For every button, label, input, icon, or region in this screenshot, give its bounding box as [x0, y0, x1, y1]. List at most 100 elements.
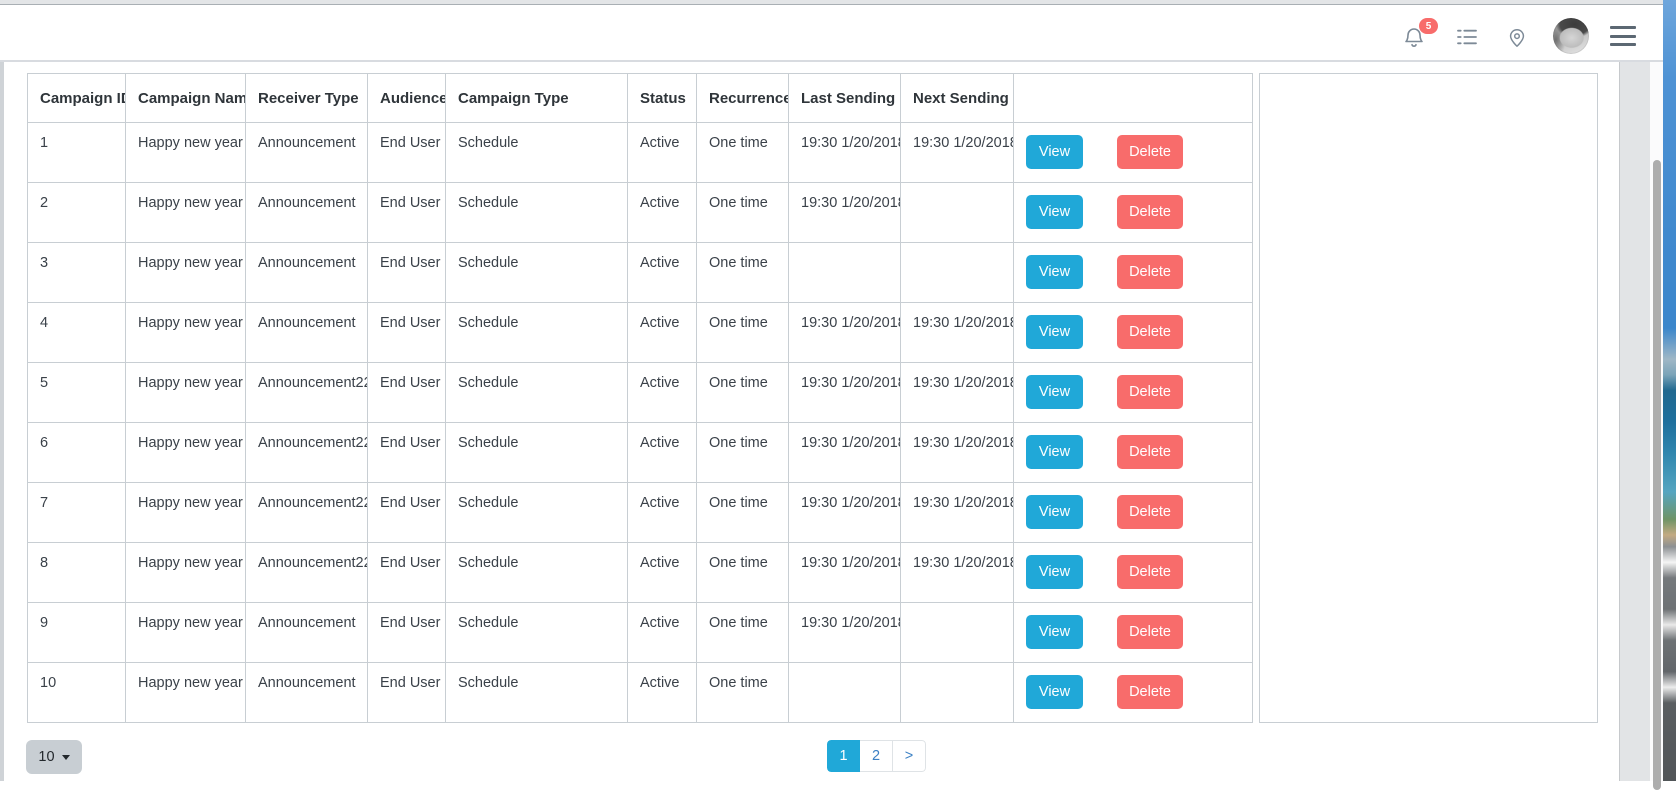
page-button-2[interactable]: 2 — [860, 740, 893, 772]
cell-campaign-id: 10 — [27, 662, 126, 723]
page-size-dropdown[interactable]: 10 — [26, 740, 82, 774]
view-button[interactable]: View — [1026, 375, 1083, 409]
cell-campaign-name: Happy new year — [125, 482, 246, 543]
cell-campaign-id: 5 — [27, 362, 126, 423]
scrollbar-track — [1650, 62, 1663, 790]
view-button[interactable]: View — [1026, 195, 1083, 229]
cell-audience: End User — [367, 602, 446, 663]
desktop-background — [1663, 0, 1676, 781]
page-button-1[interactable]: 1 — [827, 740, 860, 772]
cell-campaign-type: Schedule — [445, 302, 628, 363]
cell-actions: View Delete — [1013, 482, 1253, 543]
col-recurrence: Recurrence — [696, 73, 789, 123]
cell-recurrence: One time — [696, 542, 789, 603]
cell-campaign-type: Schedule — [445, 182, 628, 243]
cell-status: Active — [627, 482, 697, 543]
page-size-value: 10 — [38, 749, 55, 765]
view-button[interactable]: View — [1026, 315, 1083, 349]
view-button[interactable]: View — [1026, 675, 1083, 709]
cell-receiver-type: Announcement — [245, 182, 368, 243]
cell-recurrence: One time — [696, 182, 789, 243]
cell-campaign-name: Happy new year — [125, 182, 246, 243]
window-top-edge — [0, 0, 1663, 5]
cell-campaign-name: Happy new year — [125, 542, 246, 603]
table-row: 10 Happy new year Announcement End User … — [27, 662, 1253, 723]
cell-campaign-name: Happy new year — [125, 662, 246, 723]
col-status: Status — [627, 73, 697, 123]
location-button[interactable] — [1506, 25, 1528, 51]
view-button[interactable]: View — [1026, 615, 1083, 649]
cell-last-sending: 19:30 1/20/2018 — [788, 302, 901, 363]
cell-next-sending: 19:30 1/20/2018 — [900, 362, 1014, 423]
cell-receiver-type: Announcement22 — [245, 362, 368, 423]
cell-campaign-name: Happy new year — [125, 602, 246, 663]
cell-recurrence: One time — [696, 422, 789, 483]
menu-toggle-button[interactable] — [1610, 26, 1636, 46]
delete-button[interactable]: Delete — [1117, 315, 1184, 349]
delete-button[interactable]: Delete — [1117, 495, 1184, 529]
cell-next-sending: 19:30 1/20/2018 — [900, 122, 1014, 183]
caret-down-icon — [61, 754, 70, 760]
cell-last-sending — [788, 662, 901, 723]
menu-icon — [1610, 26, 1636, 29]
table-row: 9 Happy new year Announcement End User S… — [27, 602, 1253, 663]
cell-recurrence: One time — [696, 242, 789, 303]
table-row: 7 Happy new year Announcement22 End User… — [27, 482, 1253, 543]
cell-audience: End User — [367, 362, 446, 423]
delete-button[interactable]: Delete — [1117, 555, 1184, 589]
cell-audience: End User — [367, 422, 446, 483]
cell-status: Active — [627, 362, 697, 423]
cell-last-sending: 19:30 1/20/2018 — [788, 122, 901, 183]
cell-receiver-type: Announcement — [245, 662, 368, 723]
page-next-button[interactable]: > — [893, 740, 926, 772]
view-button[interactable]: View — [1026, 495, 1083, 529]
table-header: Campaign ID Campaign Name Receiver Type … — [27, 73, 1253, 123]
tasks-button[interactable] — [1456, 28, 1478, 46]
delete-button[interactable]: Delete — [1117, 195, 1184, 229]
scrollbar-thumb[interactable] — [1653, 160, 1661, 790]
cell-audience: End User — [367, 542, 446, 603]
cell-recurrence: One time — [696, 122, 789, 183]
cell-status: Active — [627, 662, 697, 723]
view-button[interactable]: View — [1026, 555, 1083, 589]
notifications-button[interactable]: 5 — [1402, 18, 1438, 51]
col-audience: Audience — [367, 73, 446, 123]
cell-receiver-type: Announcement — [245, 242, 368, 303]
cell-recurrence: One time — [696, 482, 789, 543]
table-row: 6 Happy new year Announcement22 End User… — [27, 422, 1253, 483]
cell-campaign-type: Schedule — [445, 602, 628, 663]
cell-next-sending — [900, 242, 1014, 303]
delete-button[interactable]: Delete — [1117, 375, 1184, 409]
user-avatar[interactable] — [1553, 18, 1589, 54]
table-row: 4 Happy new year Announcement End User S… — [27, 302, 1253, 363]
notification-badge: 5 — [1419, 18, 1438, 34]
cell-receiver-type: Announcement — [245, 602, 368, 663]
cell-audience: End User — [367, 182, 446, 243]
cell-next-sending: 19:30 1/20/2018 — [900, 302, 1014, 363]
delete-button[interactable]: Delete — [1117, 435, 1184, 469]
view-button[interactable]: View — [1026, 255, 1083, 289]
cell-audience: End User — [367, 662, 446, 723]
delete-button[interactable]: Delete — [1117, 255, 1184, 289]
list-icon — [1456, 29, 1478, 50]
cell-campaign-id: 8 — [27, 542, 126, 603]
delete-button[interactable]: Delete — [1117, 135, 1184, 169]
view-button[interactable]: View — [1026, 135, 1083, 169]
cell-campaign-name: Happy new year — [125, 362, 246, 423]
table-row: 1 Happy new year Announcement End User S… — [27, 122, 1253, 183]
cell-last-sending — [788, 242, 901, 303]
delete-button[interactable]: Delete — [1117, 675, 1184, 709]
cell-last-sending: 19:30 1/20/2018 — [788, 602, 901, 663]
cell-status: Active — [627, 182, 697, 243]
cell-campaign-id: 2 — [27, 182, 126, 243]
view-button[interactable]: View — [1026, 435, 1083, 469]
location-pin-icon — [1506, 29, 1528, 55]
delete-button[interactable]: Delete — [1117, 615, 1184, 649]
cell-actions: View Delete — [1013, 122, 1253, 183]
cell-status: Active — [627, 422, 697, 483]
cell-actions: View Delete — [1013, 662, 1253, 723]
table-row: 2 Happy new year Announcement End User S… — [27, 182, 1253, 243]
col-receiver-type: Receiver Type — [245, 73, 368, 123]
pagination: 1 2 > — [827, 740, 926, 772]
